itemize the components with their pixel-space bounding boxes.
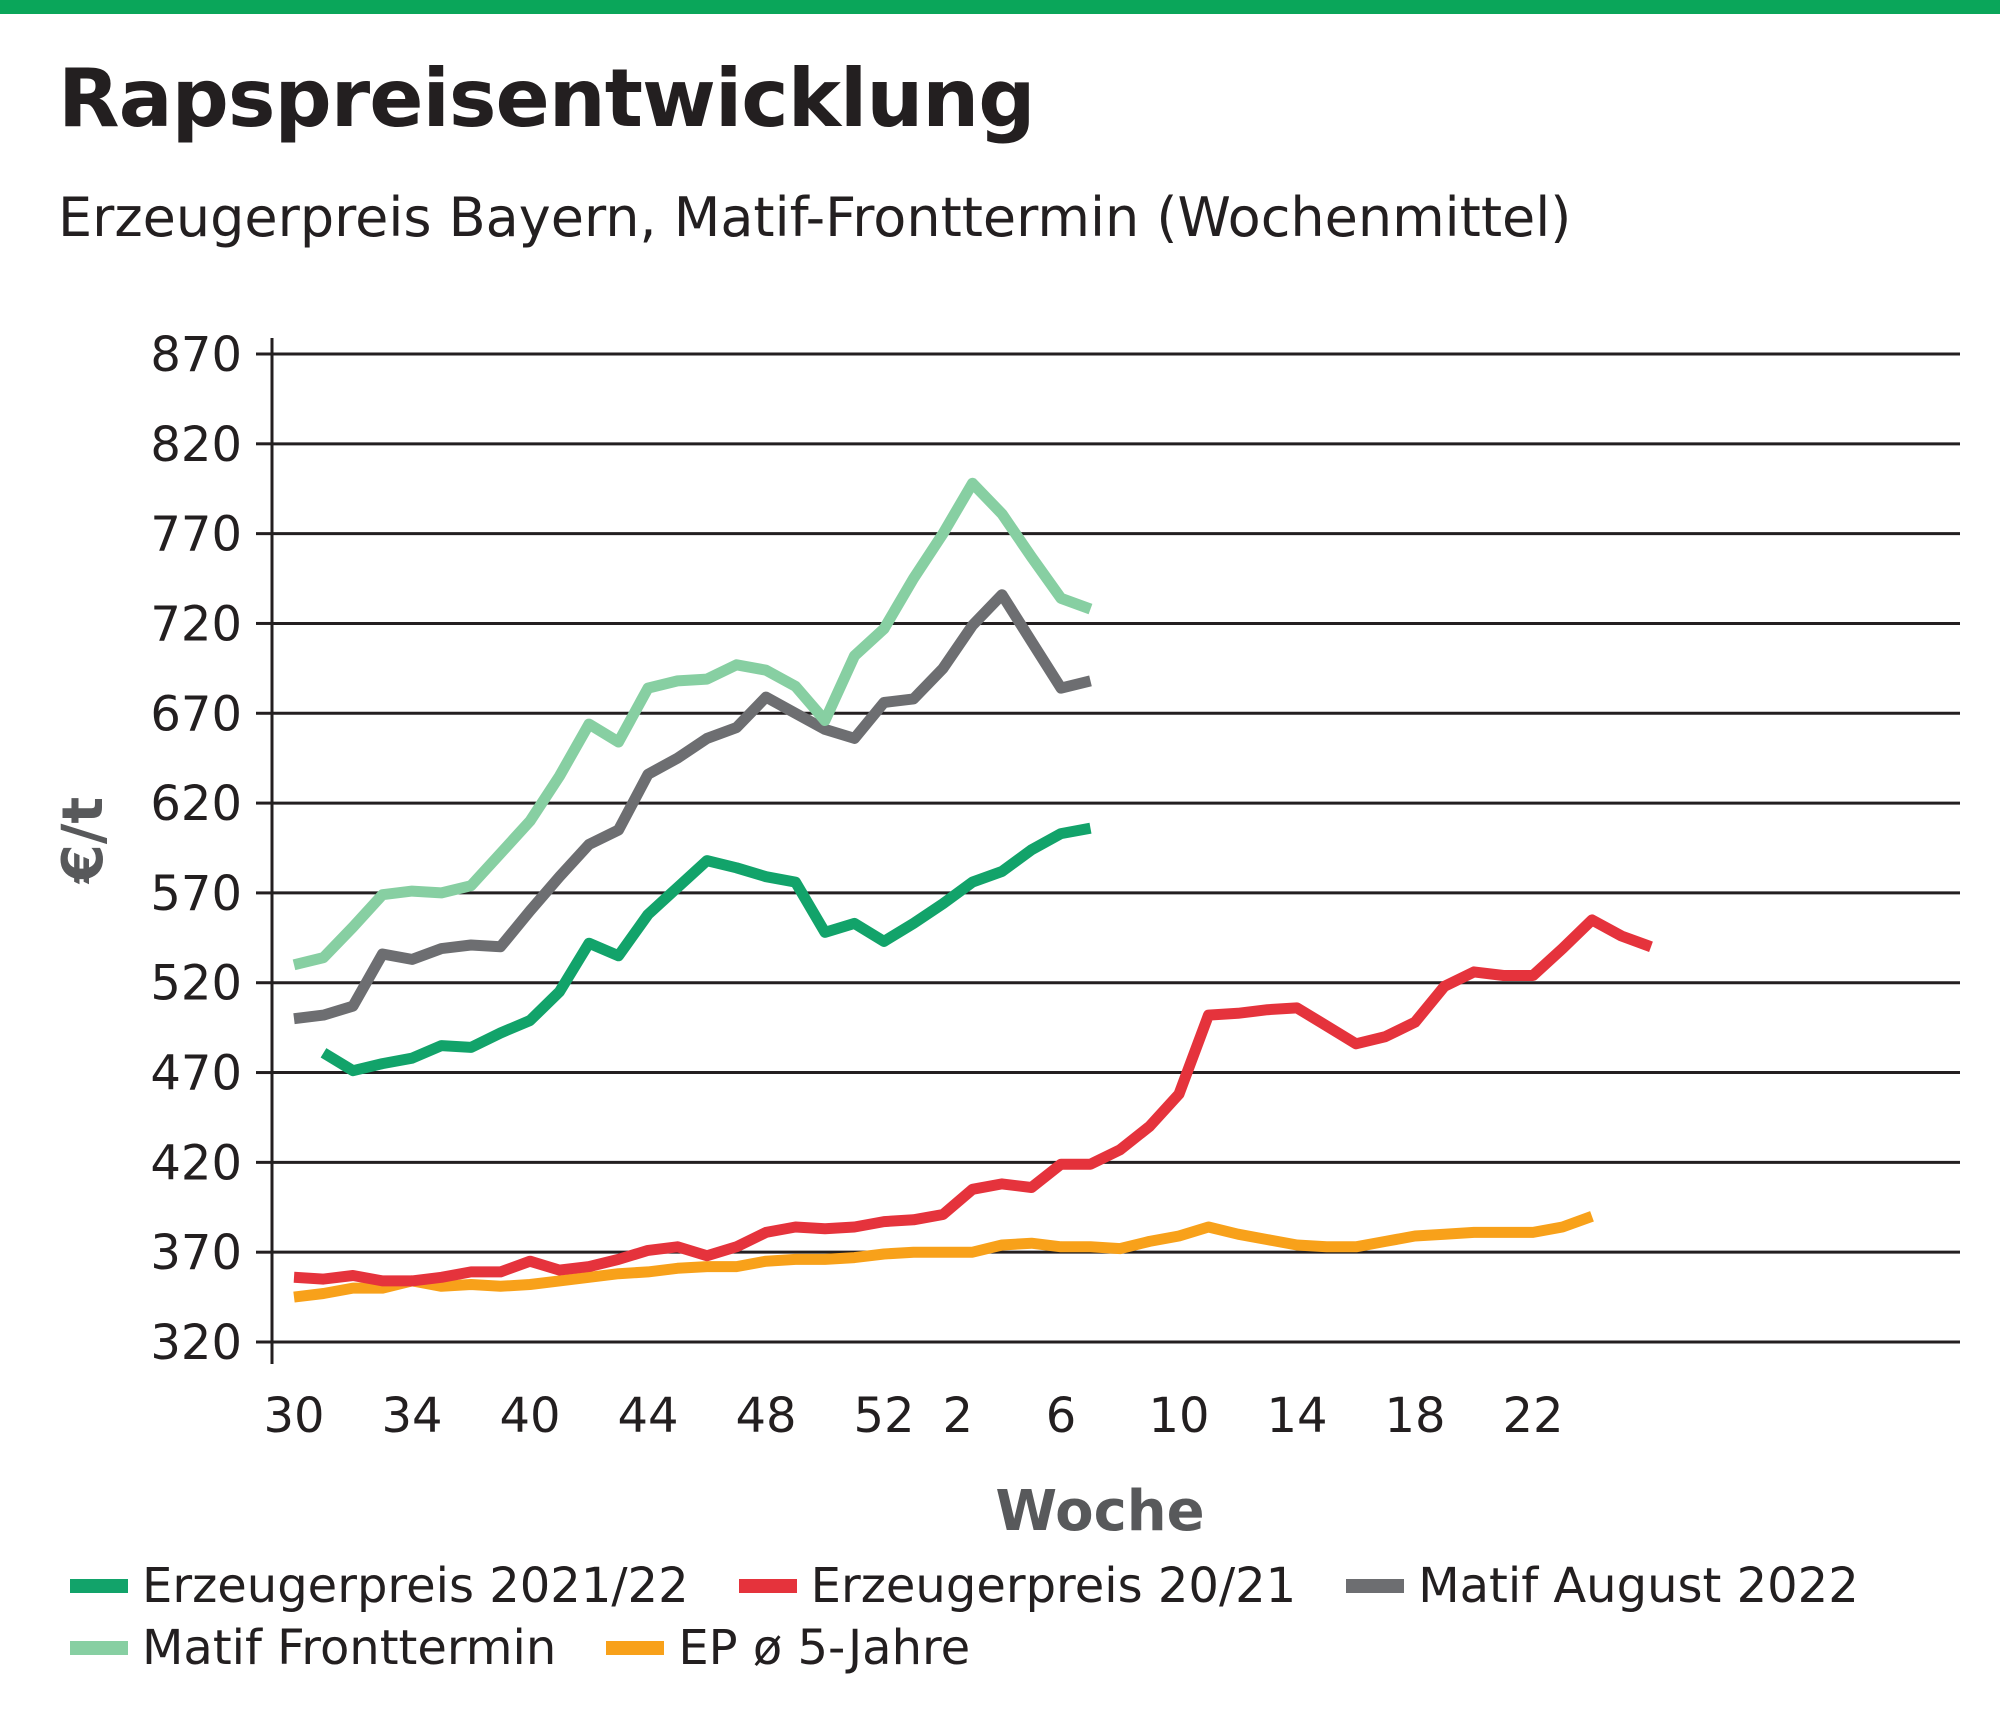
y-axis-title: €/t	[51, 797, 116, 885]
y-tick-label: 320	[150, 1315, 242, 1371]
chart-title: Rapspreisentwicklung	[58, 52, 1035, 145]
x-tick-label: 44	[617, 1388, 678, 1444]
y-tick-label: 620	[150, 776, 242, 832]
legend-label: Matif August 2022	[1418, 1558, 1859, 1614]
legend: Erzeugerpreis 2021/22 Erzeugerpreis 20/2…	[70, 1555, 1970, 1679]
legend-swatch	[1346, 1579, 1405, 1593]
legend-item-matif-august-2022: Matif August 2022	[1346, 1558, 1859, 1614]
legend-item-matif-fronttermin: Matif Fronttermin	[70, 1620, 556, 1676]
series-line-matif-august-2022	[293, 589, 1092, 1025]
legend-row: Erzeugerpreis 2021/22 Erzeugerpreis 20/2…	[70, 1555, 1970, 1617]
series-line-ep-5-jahre	[293, 1211, 1594, 1303]
x-tick-label: 40	[499, 1388, 560, 1444]
legend-label: EP ø 5-Jahre	[678, 1620, 971, 1676]
x-tick-label: 2	[942, 1388, 973, 1444]
x-axis-title: Woche	[995, 1479, 1204, 1544]
x-tick-label: 10	[1148, 1388, 1209, 1444]
y-tick-label: 570	[150, 866, 242, 922]
legend-swatch	[70, 1579, 128, 1593]
x-tick-label: 14	[1266, 1388, 1327, 1444]
y-tick-label: 770	[150, 507, 242, 563]
x-tick-label: 22	[1502, 1388, 1563, 1444]
y-tick-label: 420	[150, 1135, 242, 1191]
series-line-erzeugerpreis-2021-22	[320, 822, 1092, 1077]
legend-row: Matif Fronttermin EP ø 5-Jahre	[70, 1617, 1970, 1679]
top-accent-bar	[0, 0, 2000, 14]
series-line-matif-fronttermin	[292, 477, 1093, 971]
y-tick-label: 470	[150, 1046, 242, 1102]
legend-swatch	[738, 1579, 797, 1593]
y-tick-label: 370	[150, 1225, 242, 1281]
y-tick-label: 670	[150, 686, 242, 742]
legend-swatch	[606, 1641, 665, 1655]
legend-swatch	[70, 1641, 128, 1655]
y-tick-label: 870	[150, 327, 242, 383]
legend-label: Matif Fronttermin	[142, 1620, 557, 1676]
y-tick-label: 720	[150, 596, 242, 652]
legend-item-erzeugerpreis-2021-22: Erzeugerpreis 2021/22	[70, 1558, 689, 1614]
x-tick-label: 6	[1046, 1388, 1077, 1444]
legend-item-erzeugerpreis-20-21: Erzeugerpreis 20/21	[738, 1558, 1297, 1614]
legend-label: Erzeugerpreis 2021/22	[142, 1558, 689, 1614]
legend-item-ep-5-jahre: EP ø 5-Jahre	[606, 1620, 970, 1676]
x-tick-label: 18	[1384, 1388, 1445, 1444]
y-tick-label: 520	[150, 956, 242, 1012]
legend-label: Erzeugerpreis 20/21	[810, 1558, 1297, 1614]
x-tick-label: 34	[381, 1388, 442, 1444]
x-tick-label: 48	[735, 1388, 796, 1444]
x-tick-label: 30	[263, 1388, 324, 1444]
y-tick-label: 820	[150, 417, 242, 473]
chart-subtitle: Erzeugerpreis Bayern, Matif-Fronttermin …	[58, 186, 1572, 249]
x-tick-label: 52	[853, 1388, 914, 1444]
series-line-erzeugerpreis-20-21	[293, 914, 1653, 1287]
